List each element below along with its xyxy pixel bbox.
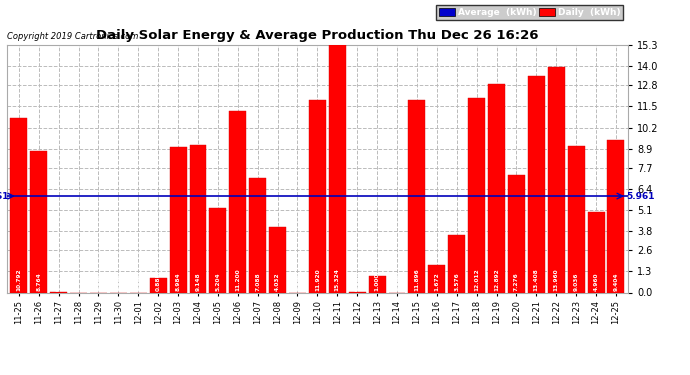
Text: 13.960: 13.960 — [554, 268, 559, 291]
Text: 3.576: 3.576 — [454, 273, 460, 291]
Bar — [548, 67, 564, 292]
Bar — [150, 278, 166, 292]
Text: 4.032: 4.032 — [275, 273, 280, 291]
Legend: Average  (kWh), Daily  (kWh): Average (kWh), Daily (kWh) — [436, 5, 623, 20]
Text: 1.672: 1.672 — [434, 273, 440, 291]
Text: 9.148: 9.148 — [195, 273, 201, 291]
Bar — [190, 144, 206, 292]
Bar — [229, 111, 246, 292]
Text: 5.961: 5.961 — [0, 192, 9, 201]
Text: 12.892: 12.892 — [494, 268, 499, 291]
Title: Daily Solar Energy & Average Production Thu Dec 26 16:26: Daily Solar Energy & Average Production … — [96, 30, 539, 42]
Text: 0.004: 0.004 — [355, 273, 359, 291]
Bar — [528, 76, 545, 292]
Text: 11.896: 11.896 — [415, 268, 420, 291]
Bar — [249, 178, 266, 292]
Text: 0.000: 0.000 — [116, 273, 121, 291]
Text: 5.961: 5.961 — [626, 192, 654, 201]
Bar — [368, 276, 386, 292]
Bar — [508, 175, 525, 292]
Bar — [329, 45, 346, 292]
Bar — [309, 100, 326, 292]
Text: 0.000: 0.000 — [395, 273, 400, 291]
Bar — [170, 147, 186, 292]
Text: 0.888: 0.888 — [156, 273, 161, 291]
Text: 8.984: 8.984 — [175, 273, 181, 291]
Bar — [448, 235, 465, 292]
Text: 12.012: 12.012 — [474, 268, 479, 291]
Bar — [428, 266, 445, 292]
Text: Copyright 2019 Cartronics.com: Copyright 2019 Cartronics.com — [7, 32, 138, 41]
Text: 0.044: 0.044 — [56, 273, 61, 291]
Text: 5.204: 5.204 — [215, 273, 220, 291]
Text: 9.036: 9.036 — [573, 273, 579, 291]
Text: 0.000: 0.000 — [96, 273, 101, 291]
Text: 9.404: 9.404 — [613, 273, 618, 291]
Text: 15.324: 15.324 — [335, 268, 339, 291]
Text: 0.000: 0.000 — [136, 273, 141, 291]
Text: 0.000: 0.000 — [76, 273, 81, 291]
Bar — [469, 98, 485, 292]
Bar — [210, 209, 226, 292]
Text: 4.960: 4.960 — [593, 273, 598, 291]
Text: 7.276: 7.276 — [514, 273, 519, 291]
Text: 11.200: 11.200 — [235, 268, 240, 291]
Text: 0.000: 0.000 — [295, 273, 300, 291]
Text: 11.920: 11.920 — [315, 268, 320, 291]
Text: 1.000: 1.000 — [375, 273, 380, 291]
Bar — [568, 146, 584, 292]
Text: 13.408: 13.408 — [534, 268, 539, 291]
Bar — [488, 84, 505, 292]
Text: 10.792: 10.792 — [17, 268, 21, 291]
Text: 8.764: 8.764 — [37, 273, 41, 291]
Bar — [30, 151, 47, 292]
Bar — [588, 212, 604, 292]
Bar — [408, 100, 425, 292]
Bar — [269, 227, 286, 292]
Text: 7.088: 7.088 — [255, 273, 260, 291]
Bar — [10, 118, 28, 292]
Bar — [607, 140, 624, 292]
